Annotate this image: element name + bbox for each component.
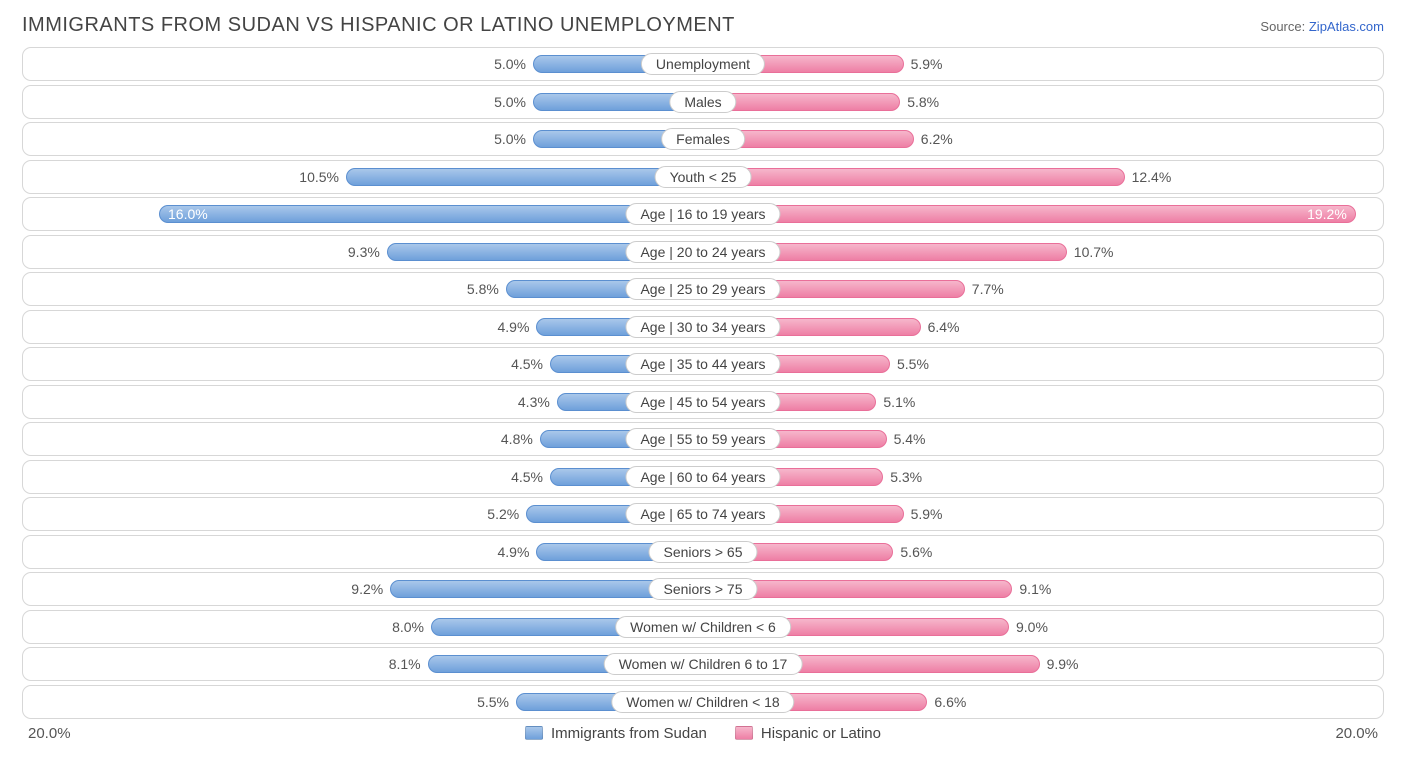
value-right: 5.3% xyxy=(882,469,922,485)
value-left: 4.5% xyxy=(511,356,551,372)
chart-row: 16.0% 19.2% Age | 16 to 19 years xyxy=(22,197,1384,231)
chart-row: 5.0% 6.2% Females xyxy=(22,122,1384,156)
chart-row: 5.0% 5.8% Males xyxy=(22,85,1384,119)
value-right: 5.5% xyxy=(889,356,929,372)
value-left: 9.2% xyxy=(351,581,391,597)
value-right: 9.9% xyxy=(1039,656,1079,672)
chart-row: 10.5%12.4%Youth < 25 xyxy=(22,160,1384,194)
category-label: Females xyxy=(661,128,745,150)
bar-left: 16.0% xyxy=(159,205,703,223)
value-right: 7.7% xyxy=(964,281,1004,297)
value-left: 4.9% xyxy=(497,544,537,560)
chart-row: 9.2% 9.1% Seniors > 75 xyxy=(22,572,1384,606)
category-label: Seniors > 75 xyxy=(649,578,758,600)
source-prefix: Source: xyxy=(1260,19,1305,34)
value-left: 5.8% xyxy=(467,281,507,297)
category-label: Age | 35 to 44 years xyxy=(625,353,780,375)
legend-swatch-right-icon xyxy=(735,726,753,740)
category-label: Youth < 25 xyxy=(655,166,752,188)
value-right: 5.9% xyxy=(903,506,943,522)
category-label: Age | 55 to 59 years xyxy=(625,428,780,450)
value-left: 5.0% xyxy=(494,56,534,72)
chart-row: 4.5% 5.5% Age | 35 to 44 years xyxy=(22,347,1384,381)
category-label: Seniors > 65 xyxy=(649,541,758,563)
value-left: 5.2% xyxy=(487,506,527,522)
value-left: 5.0% xyxy=(494,94,534,110)
category-label: Women w/ Children < 6 xyxy=(615,616,791,638)
chart-row: 8.0% 9.0% Women w/ Children < 6 xyxy=(22,610,1384,644)
legend-item-right: Hispanic or Latino xyxy=(735,725,881,742)
chart-row: 5.8% 7.7% Age | 25 to 29 years xyxy=(22,272,1384,306)
value-left: 4.9% xyxy=(497,319,537,335)
value-left: 5.0% xyxy=(494,131,534,147)
diverging-bar-chart: 5.0% 5.9% Unemployment 5.0% 5.8% Males 5.0% 6.2… xyxy=(22,47,1384,719)
legend-item-left: Immigrants from Sudan xyxy=(525,725,707,742)
category-label: Women w/ Children < 18 xyxy=(611,691,794,713)
value-left: 4.3% xyxy=(518,394,558,410)
value-right: 5.1% xyxy=(875,394,915,410)
category-label: Age | 20 to 24 years xyxy=(625,241,780,263)
category-label: Age | 16 to 19 years xyxy=(625,203,780,225)
value-left: 16.0% xyxy=(168,206,208,222)
bar-right: 12.4% xyxy=(703,168,1125,186)
category-label: Age | 45 to 54 years xyxy=(625,391,780,413)
chart-row: 4.9% 6.4% Age | 30 to 34 years xyxy=(22,310,1384,344)
chart-row: 5.0% 5.9% Unemployment xyxy=(22,47,1384,81)
chart-row: 9.3% 10.7% Age | 20 to 24 years xyxy=(22,235,1384,269)
axis-max-right: 20.0% xyxy=(1335,725,1378,742)
chart-row: 4.5% 5.3% Age | 60 to 64 years xyxy=(22,460,1384,494)
value-left: 4.5% xyxy=(511,469,551,485)
value-right: 6.4% xyxy=(920,319,960,335)
value-right: 9.1% xyxy=(1011,581,1051,597)
category-label: Age | 65 to 74 years xyxy=(625,503,780,525)
bar-right: 19.2% xyxy=(703,205,1356,223)
chart-row: 8.1% 9.9% Women w/ Children 6 to 17 xyxy=(22,647,1384,681)
value-right: 5.8% xyxy=(899,94,939,110)
chart-row: 5.5% 6.6% Women w/ Children < 18 xyxy=(22,685,1384,719)
value-right: 5.4% xyxy=(886,431,926,447)
chart-header: IMMIGRANTS FROM SUDAN VS HISPANIC OR LAT… xyxy=(22,14,1384,37)
bar-left: 10.5% xyxy=(346,168,703,186)
chart-row: 4.8% 5.4% Age | 55 to 59 years xyxy=(22,422,1384,456)
value-right: 9.0% xyxy=(1008,619,1048,635)
value-right: 6.6% xyxy=(926,694,966,710)
value-right: 12.4% xyxy=(1124,169,1172,185)
axis-max-left: 20.0% xyxy=(28,725,71,742)
value-left: 10.5% xyxy=(299,169,347,185)
legend-label-right: Hispanic or Latino xyxy=(761,725,881,742)
chart-source: Source: ZipAtlas.com xyxy=(1260,19,1384,34)
value-left: 5.5% xyxy=(477,694,517,710)
legend-swatch-left-icon xyxy=(525,726,543,740)
chart-title: IMMIGRANTS FROM SUDAN VS HISPANIC OR LAT… xyxy=(22,14,735,37)
value-right: 6.2% xyxy=(913,131,953,147)
chart-footer: 20.0% Immigrants from Sudan Hispanic or … xyxy=(22,725,1384,749)
category-label: Women w/ Children 6 to 17 xyxy=(604,653,803,675)
source-link[interactable]: ZipAtlas.com xyxy=(1309,19,1384,34)
value-left: 8.1% xyxy=(389,656,429,672)
legend-label-left: Immigrants from Sudan xyxy=(551,725,707,742)
chart-row: 5.2% 5.9% Age | 65 to 74 years xyxy=(22,497,1384,531)
category-label: Males xyxy=(669,91,736,113)
category-label: Unemployment xyxy=(641,53,765,75)
category-label: Age | 30 to 34 years xyxy=(625,316,780,338)
value-left: 4.8% xyxy=(501,431,541,447)
value-left: 8.0% xyxy=(392,619,432,635)
value-right: 19.2% xyxy=(1307,206,1347,222)
value-right: 5.9% xyxy=(903,56,943,72)
value-right: 5.6% xyxy=(892,544,932,560)
chart-row: 4.9% 5.6% Seniors > 65 xyxy=(22,535,1384,569)
chart-row: 4.3% 5.1% Age | 45 to 54 years xyxy=(22,385,1384,419)
category-label: Age | 60 to 64 years xyxy=(625,466,780,488)
value-left: 9.3% xyxy=(348,244,388,260)
value-right: 10.7% xyxy=(1066,244,1114,260)
category-label: Age | 25 to 29 years xyxy=(625,278,780,300)
legend: Immigrants from Sudan Hispanic or Latino xyxy=(525,725,881,742)
